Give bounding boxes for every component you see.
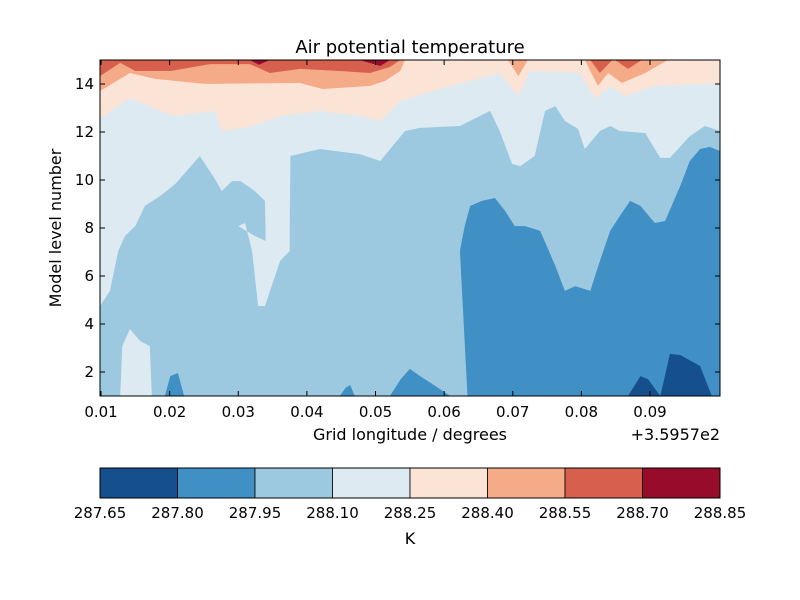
colorbar-tick-label: 288.10 — [306, 504, 359, 522]
y-axis: 2 4 6 8 10 12 14 — [75, 75, 720, 381]
colorbar-tick-label: 288.55 — [539, 504, 592, 522]
colorbar-swatch — [332, 467, 411, 499]
colorbar-swatch — [487, 467, 566, 499]
contour-region-8 — [238, 223, 290, 306]
contour-region-1 — [359, 60, 390, 66]
colorbar-swatch — [177, 467, 256, 499]
colorbar-label: K — [405, 529, 416, 548]
x-offset-label: +3.5957e2 — [631, 425, 720, 444]
x-tick-label: 0.08 — [565, 403, 598, 421]
colorbar-tick-label: 287.80 — [151, 504, 204, 522]
colorbar-tick-label: 287.65 — [74, 504, 127, 522]
y-tick-label: 12 — [75, 123, 94, 141]
contour-region-9 — [120, 329, 152, 396]
contour-region-13 — [389, 368, 451, 396]
colorbar: 287.65 287.80 287.95 288.10 288.25 288.40 288.… — [74, 467, 747, 522]
x-tick-label: 0.04 — [290, 403, 323, 421]
y-tick-label: 14 — [75, 75, 94, 93]
colorbar-frame — [99, 467, 721, 499]
x-axis-label: Grid longitude / degrees — [313, 425, 507, 444]
colorbar-swatch — [642, 467, 721, 499]
y-tick-label: 6 — [84, 267, 94, 285]
chart-title: Air potential temperature — [295, 37, 524, 58]
contour-region-10 — [459, 146, 720, 396]
x-tick-label: 0.01 — [84, 403, 117, 421]
colorbar-tick-label: 288.85 — [694, 504, 747, 522]
x-tick-label: 0.09 — [633, 403, 666, 421]
colorbar-swatch — [564, 467, 643, 499]
contour-plot-area — [100, 60, 720, 396]
x-tick-label: 0.05 — [359, 403, 392, 421]
x-tick-label: 0.07 — [496, 403, 529, 421]
colorbar-swatch — [254, 467, 333, 499]
colorbar-tick-label: 288.25 — [384, 504, 437, 522]
x-tick-label: 0.06 — [427, 403, 460, 421]
y-tick-label: 10 — [75, 171, 94, 189]
colorbar-swatch — [99, 467, 178, 499]
y-axis-label: Model level number — [46, 148, 65, 307]
colorbar-tick-label: 288.40 — [461, 504, 514, 522]
contour-region-11 — [164, 373, 185, 396]
x-tick-label: 0.02 — [153, 403, 186, 421]
y-tick-label: 2 — [84, 363, 94, 381]
x-axis: 0.01 0.02 0.03 0.04 0.05 0.06 0.07 0.08 0.09 — [84, 60, 667, 421]
colorbar-swatch — [409, 467, 488, 499]
y-tick-label: 4 — [84, 315, 94, 333]
y-tick-label: 8 — [84, 219, 94, 237]
colorbar-tick-label: 288.70 — [616, 504, 669, 522]
x-tick-label: 0.03 — [222, 403, 255, 421]
contour-region-14 — [628, 354, 712, 396]
contour-region-4 — [615, 60, 642, 69]
colorbar-tick-label: 287.95 — [229, 504, 282, 522]
contour-region-3 — [590, 60, 613, 73]
contour-region-12 — [339, 385, 355, 396]
contour-region-0 — [249, 60, 270, 65]
